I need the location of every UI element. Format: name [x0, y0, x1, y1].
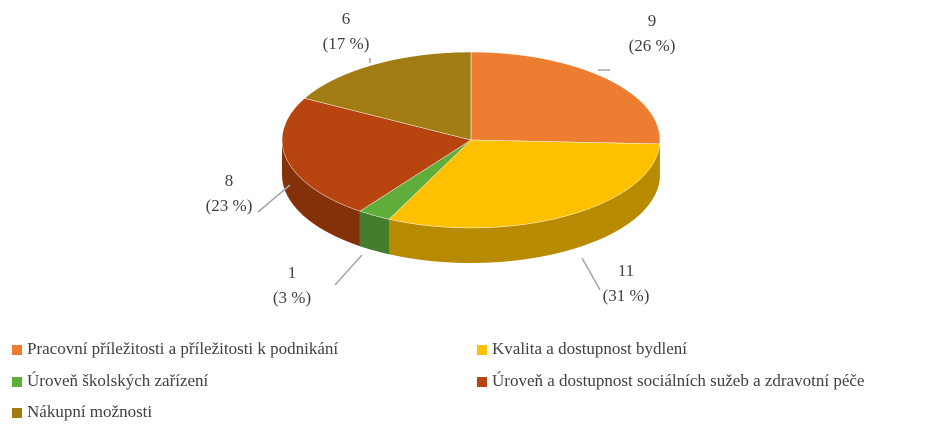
legend-swatch — [477, 377, 487, 387]
legend-label: Úroveň školských zařízení — [27, 371, 209, 390]
pie-slice — [388, 139, 661, 229]
data-label: 8 — [225, 171, 234, 190]
legend-swatch — [12, 345, 22, 355]
leader-line — [334, 254, 363, 286]
pie-side — [388, 143, 660, 263]
data-label-percent: (26 %) — [629, 36, 676, 55]
pie-slice — [281, 98, 472, 212]
leader-line — [257, 184, 291, 213]
legend-swatch — [12, 377, 22, 387]
legend-label: Kvalita a dostupnost bydlení — [492, 339, 687, 358]
legend-label: Pracovní příležitosti a příležitosti k p… — [27, 339, 338, 358]
data-label: 1 — [288, 263, 297, 282]
pie-slice — [304, 51, 472, 141]
pie-side — [282, 140, 360, 247]
data-label: 6 — [342, 9, 351, 28]
legend-swatch — [477, 345, 487, 355]
data-label: 11 — [618, 261, 634, 280]
pie-side — [359, 211, 389, 255]
legend-label: Nákupní možnosti — [27, 402, 152, 421]
leader-line — [581, 257, 601, 291]
data-label-percent: (3 %) — [273, 288, 311, 307]
legend-label: Úroveň a dostupnost sociálních sužeb a z… — [492, 371, 864, 390]
data-label-percent: (23 %) — [206, 196, 253, 215]
legend-swatch — [12, 408, 22, 418]
data-label-percent: (31 %) — [603, 286, 650, 305]
data-label-percent: (17 %) — [323, 34, 370, 53]
pie-slice — [470, 51, 661, 145]
data-label: 9 — [648, 11, 657, 30]
